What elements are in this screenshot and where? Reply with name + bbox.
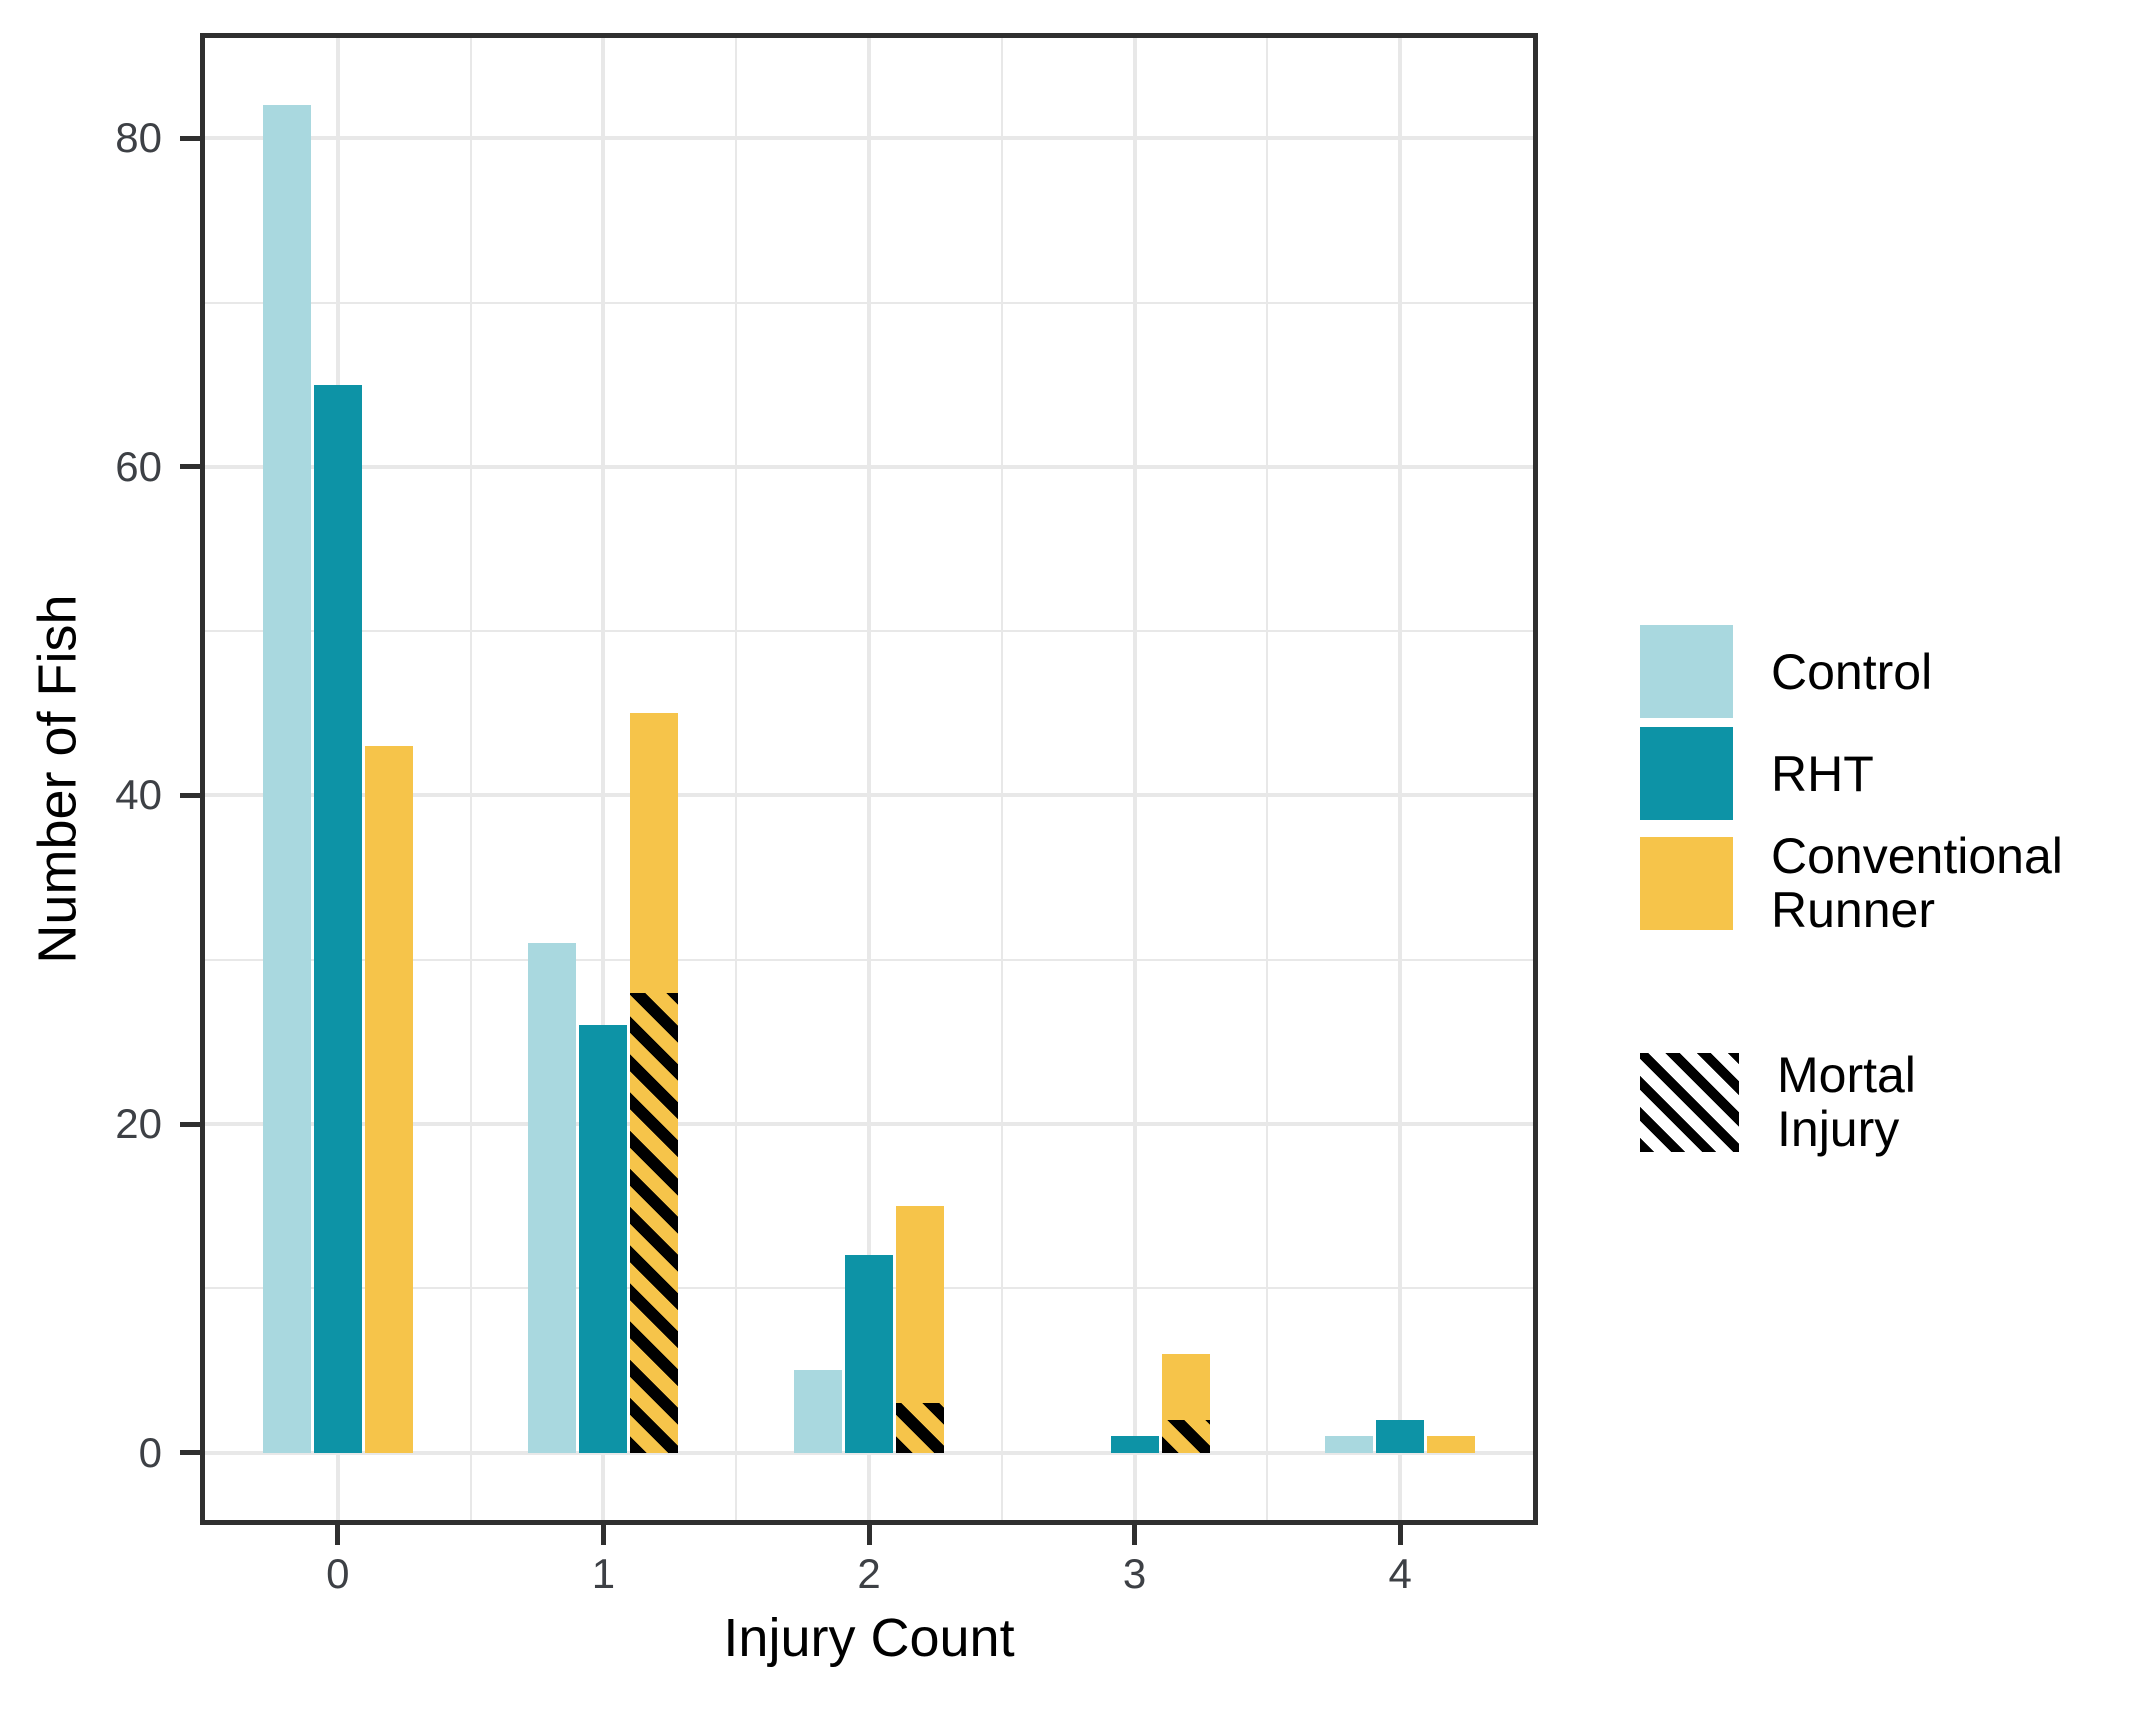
- bar-conventional-runner-x0: [364, 746, 413, 1453]
- y-tick-label-20: 20: [115, 1100, 162, 1148]
- x-tick-label-3: 3: [1122, 1550, 1147, 1597]
- y-tick-20: [180, 1121, 200, 1127]
- legend: Control RHT Conventional Runner: [1640, 625, 2063, 937]
- y-axis-title: Number of Fish: [28, 594, 88, 964]
- y-tick-60: [180, 464, 200, 470]
- legend-label: Conventional Runner: [1771, 828, 2063, 938]
- x-tick-label-2: 2: [857, 1550, 881, 1597]
- y-tick-label-40: 40: [115, 771, 162, 819]
- y-tick-label-0: 0: [138, 1428, 162, 1476]
- y-tick-0: [180, 1450, 200, 1456]
- x-tick-4: [1397, 1525, 1403, 1545]
- mortal-injury-hatch-x3: [1161, 1419, 1210, 1453]
- legend-item-conventional-runner: Conventional Runner: [1640, 829, 2063, 937]
- legend-item-control: Control: [1640, 625, 2063, 718]
- bar-control-x2: [794, 1370, 842, 1453]
- x-tick-0: [335, 1525, 341, 1545]
- legend-swatch-control: [1640, 625, 1733, 718]
- y-tick-80: [180, 135, 200, 141]
- legend-item-rht: RHT: [1640, 727, 2063, 820]
- minor-gridline-x-3: [1266, 38, 1269, 1520]
- legend-swatch-mortal-injury: [1640, 1052, 1739, 1152]
- minor-gridline-x-2: [1000, 38, 1003, 1520]
- legend-swatch-rht: [1640, 727, 1733, 820]
- bar-rht-x0: [313, 384, 362, 1453]
- bar-control-x0: [262, 105, 311, 1453]
- minor-gridline-x-1: [735, 38, 738, 1520]
- bar-rht-x1: [579, 1025, 628, 1453]
- mortal-injury-hatch-x2: [896, 1403, 944, 1453]
- legend-label: Control: [1771, 643, 1933, 700]
- x-tick-1: [600, 1525, 606, 1545]
- bar-control-x4: [1325, 1436, 1374, 1453]
- x-tick-label-0: 0: [326, 1550, 350, 1597]
- major-gridline-x-3: [1132, 38, 1137, 1520]
- legend-label: RHT: [1771, 745, 1874, 802]
- x-tick-label-4: 4: [1388, 1550, 1412, 1597]
- y-tick-label-60: 60: [115, 442, 162, 490]
- y-tick-40: [180, 792, 200, 798]
- y-axis-title-wrap: Number of Fish: [18, 33, 98, 1525]
- major-gridline-x-4: [1398, 38, 1403, 1520]
- x-axis-title: Injury Count: [723, 1608, 1015, 1668]
- legend-swatch-conventional-runner: [1640, 836, 1733, 930]
- major-gridline-x-1: [601, 38, 606, 1520]
- bar-conventional-runner-x4: [1427, 1436, 1476, 1453]
- minor-gridline-x-0: [469, 38, 472, 1520]
- bar-rht-x3: [1110, 1436, 1159, 1453]
- mortal-injury-hatch-x1: [630, 992, 679, 1453]
- y-tick-label-80: 80: [115, 114, 162, 162]
- x-tick-2: [866, 1525, 872, 1545]
- bar-rht-x2: [845, 1255, 893, 1453]
- x-tick-3: [1132, 1525, 1138, 1545]
- legend-mortal-injury: Mortal Injury: [1640, 1048, 1916, 1156]
- plot-panel: [200, 33, 1538, 1525]
- major-gridline-x-2: [867, 38, 871, 1520]
- legend-label-mortal-injury: Mortal Injury: [1777, 1047, 1916, 1157]
- bar-control-x1: [528, 943, 577, 1453]
- bar-rht-x4: [1376, 1419, 1425, 1453]
- x-tick-label-1: 1: [591, 1550, 616, 1597]
